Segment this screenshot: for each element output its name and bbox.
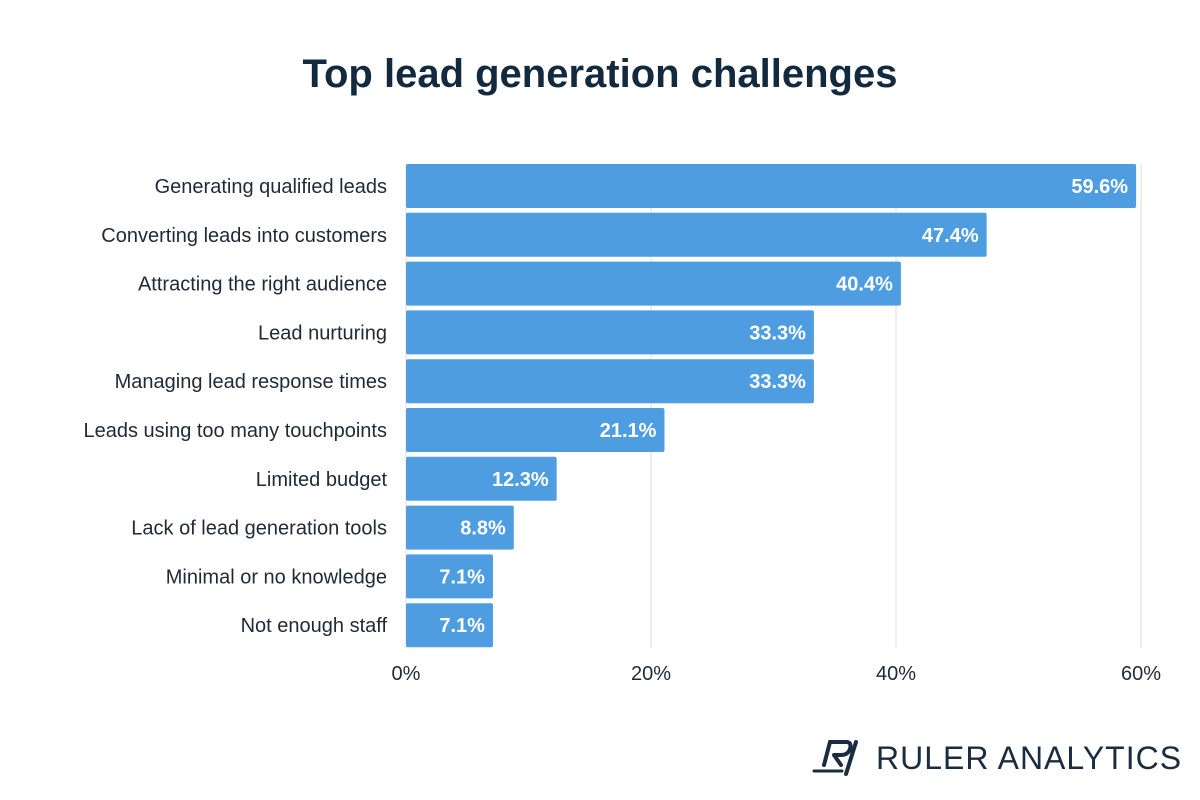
data-label: 12.3% (492, 469, 549, 491)
category-label: Converting leads into customers (101, 225, 387, 247)
x-tick-label: 40% (876, 663, 916, 685)
data-label: 33.3% (749, 322, 806, 344)
category-label: Minimal or no knowledge (166, 566, 387, 588)
category-label: Not enough staff (241, 615, 388, 637)
category-label: Limited budget (256, 469, 388, 491)
category-label: Managing lead response times (115, 371, 387, 393)
data-label: 8.8% (460, 518, 506, 540)
data-label: 21.1% (600, 420, 657, 442)
data-label: 7.1% (439, 615, 485, 637)
bar (406, 505, 514, 550)
category-label: Leads using too many touchpoints (83, 420, 387, 442)
bar (406, 603, 493, 648)
data-label: 59.6% (1071, 176, 1128, 198)
data-label: 47.4% (922, 225, 979, 247)
data-label: 33.3% (749, 371, 806, 393)
data-label: 40.4% (836, 274, 893, 296)
bars (406, 164, 1137, 648)
ruler-analytics-logo-icon (812, 740, 858, 776)
bar (406, 456, 557, 501)
bar (406, 212, 987, 257)
data-label: 7.1% (439, 566, 485, 588)
x-tick-label: 0% (392, 663, 421, 685)
category-labels: Generating qualified leads Converting lea… (83, 176, 387, 637)
category-label: Lead nurturing (258, 322, 387, 344)
bar (406, 359, 814, 404)
bar (406, 310, 814, 355)
bar (406, 554, 493, 599)
x-tick-label: 20% (631, 663, 671, 685)
brand: RULER ANALYTICS (812, 738, 1182, 778)
data-labels: 59.6% 47.4% 40.4% 33.3% 33.3% 21.1% 12.3% 8.8% 7… (439, 176, 1128, 637)
x-tick-label: 60% (1121, 663, 1161, 685)
category-label: Lack of lead generation tools (131, 518, 387, 540)
bar (406, 261, 901, 306)
bar (406, 164, 1137, 208)
bar-chart: Generating qualified leads Converting lea… (83, 164, 1162, 685)
chart-title: Top lead generation challenges (302, 52, 898, 96)
bar (406, 408, 665, 452)
x-axis-ticks: 0% 20% 40% 60% (392, 663, 1162, 685)
category-label: Attracting the right audience (138, 274, 387, 296)
brand-name: RULER ANALYTICS (876, 739, 1183, 776)
category-label: Generating qualified leads (155, 176, 387, 198)
